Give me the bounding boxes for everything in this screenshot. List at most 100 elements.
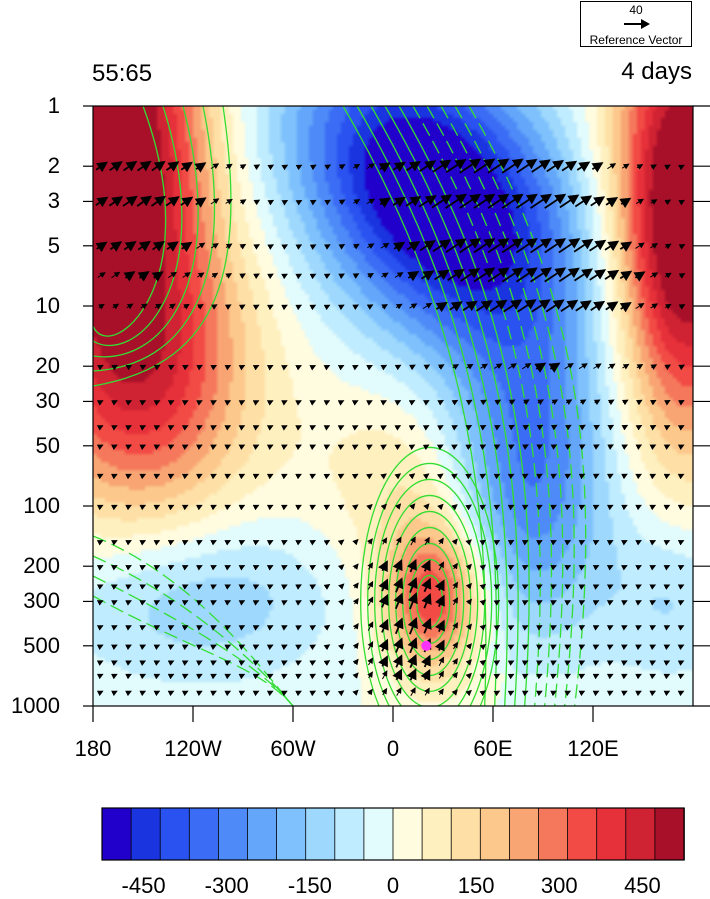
wind-vector bbox=[96, 673, 104, 680]
wind-vector bbox=[295, 690, 302, 697]
wind-vector bbox=[266, 644, 274, 651]
wind-vector bbox=[677, 565, 685, 571]
wind-vector bbox=[663, 473, 671, 480]
wind-vector bbox=[96, 584, 104, 590]
wind-vector bbox=[196, 400, 203, 406]
wind-vector bbox=[493, 424, 501, 431]
wind-vector bbox=[252, 540, 260, 546]
wind-vector bbox=[181, 584, 189, 590]
wind-vector bbox=[621, 660, 628, 666]
wind-vector bbox=[420, 654, 431, 668]
wind-vector bbox=[267, 244, 274, 250]
wind-vector bbox=[309, 304, 317, 311]
wind-vector bbox=[621, 444, 629, 450]
wind-vector bbox=[196, 364, 203, 371]
wind-vector bbox=[295, 199, 303, 206]
wind-vector bbox=[487, 238, 510, 254]
wind-vector bbox=[281, 164, 289, 171]
wind-vector bbox=[338, 583, 345, 590]
wind-vector bbox=[394, 503, 402, 510]
wind-vector bbox=[479, 564, 487, 571]
colorbar-swatch bbox=[479, 807, 511, 861]
wind-vector bbox=[536, 625, 543, 631]
wind-vector bbox=[252, 644, 260, 651]
wind-vector bbox=[281, 565, 288, 571]
wind-vector bbox=[521, 584, 529, 590]
wind-vector bbox=[337, 659, 345, 666]
wind-vector bbox=[578, 444, 586, 450]
wind-vector bbox=[408, 425, 416, 431]
wind-vector bbox=[677, 425, 685, 431]
x-tick-label: 180 bbox=[74, 736, 112, 761]
wind-vector bbox=[266, 473, 274, 480]
wind-vector bbox=[465, 425, 473, 431]
wind-vector bbox=[352, 582, 359, 589]
wind-vector bbox=[649, 673, 657, 680]
wind-vector bbox=[649, 444, 657, 450]
wind-vector bbox=[635, 600, 642, 606]
wind-vector bbox=[295, 273, 303, 280]
wind-vector bbox=[367, 243, 375, 250]
wind-vector bbox=[352, 622, 359, 630]
wind-vector bbox=[380, 503, 387, 511]
wind-vector bbox=[210, 444, 217, 451]
wind-vector bbox=[295, 673, 302, 680]
wind-vector bbox=[493, 624, 501, 631]
wind-vector bbox=[635, 584, 642, 590]
wind-vector bbox=[111, 425, 118, 431]
wind-vector bbox=[419, 160, 437, 172]
wind-vector bbox=[635, 473, 643, 480]
reference-arrow-icon bbox=[624, 19, 650, 29]
wind-vector bbox=[196, 504, 203, 511]
wind-vector bbox=[493, 600, 501, 606]
wind-vector bbox=[378, 618, 389, 633]
wind-vector bbox=[196, 660, 203, 666]
wind-vector bbox=[435, 301, 448, 313]
wind-vector bbox=[421, 617, 432, 634]
wind-vector bbox=[125, 600, 132, 606]
wind-vector bbox=[406, 160, 421, 172]
wind-vector bbox=[493, 444, 501, 450]
y-tick-label: 20 bbox=[35, 353, 60, 379]
wind-vector bbox=[621, 644, 628, 651]
wind-vector bbox=[111, 400, 118, 406]
wind-vector bbox=[210, 625, 217, 631]
axis-ticks bbox=[83, 105, 710, 722]
wind-vector bbox=[473, 158, 496, 174]
wind-vector bbox=[224, 584, 232, 590]
colorbar-swatch bbox=[596, 807, 627, 861]
x-tick-label: 0 bbox=[386, 736, 400, 761]
wind-vector bbox=[253, 164, 261, 171]
wind-vector bbox=[494, 399, 502, 406]
wind-vector bbox=[550, 690, 557, 697]
wind-vector bbox=[405, 195, 422, 207]
wind-vector bbox=[635, 242, 645, 249]
wind-vector bbox=[151, 271, 164, 282]
wind-vector bbox=[111, 364, 119, 371]
wind-vector bbox=[167, 644, 175, 651]
wind-vector bbox=[677, 600, 685, 606]
wind-vector bbox=[418, 195, 437, 208]
colorbar-swatch bbox=[421, 807, 453, 861]
wind-vector bbox=[465, 689, 472, 697]
wind-vector bbox=[281, 673, 288, 680]
wind-vector bbox=[635, 504, 642, 511]
wind-vector bbox=[139, 644, 147, 651]
wind-vector bbox=[545, 299, 565, 313]
wind-vector bbox=[479, 690, 487, 697]
wind-vector bbox=[452, 597, 459, 606]
wind-vector bbox=[451, 473, 458, 480]
wind-vector bbox=[619, 301, 632, 313]
wind-vector bbox=[224, 444, 232, 451]
wind-vector bbox=[635, 673, 642, 680]
wind-vector bbox=[678, 304, 686, 310]
wind-vector bbox=[515, 267, 538, 283]
wind-vector bbox=[378, 638, 389, 652]
wind-vector bbox=[606, 584, 614, 590]
wind-vector bbox=[663, 600, 671, 606]
wind-vector bbox=[493, 473, 501, 480]
wind-vector bbox=[565, 424, 572, 431]
wind-vector bbox=[677, 690, 685, 697]
wind-vector bbox=[181, 644, 189, 651]
wind-vector bbox=[167, 565, 175, 571]
